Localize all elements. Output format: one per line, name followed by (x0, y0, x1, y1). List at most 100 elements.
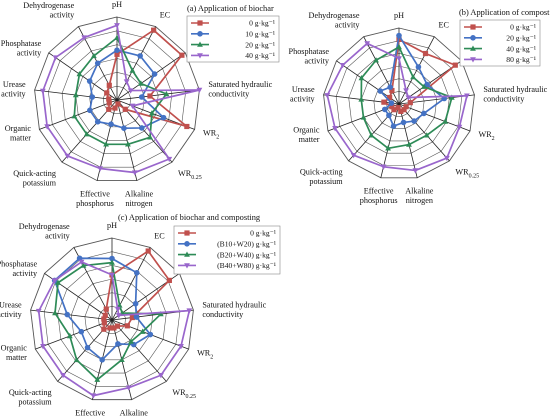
data-point (128, 338, 134, 344)
data-point (114, 51, 120, 57)
series-2 (358, 43, 455, 151)
data-point (380, 164, 387, 170)
data-point (115, 101, 121, 107)
data-point (103, 306, 109, 312)
data-point (149, 110, 155, 116)
data-point (350, 152, 357, 159)
data-point (403, 104, 409, 110)
radar-grid (34, 16, 200, 182)
data-point (90, 52, 97, 59)
grid-ring (323, 27, 475, 179)
series-2 (71, 34, 170, 147)
data-point (391, 107, 397, 113)
series-3 (39, 23, 203, 176)
data-point (111, 325, 117, 331)
legend-marker (184, 241, 190, 247)
legend: 0 g·kg⁻¹ 20 g·kg⁻¹40 g·kg⁻¹ 80 g·kg⁻¹ (459, 19, 541, 67)
axis-labels: pHECSARSaturated hydraulicconductivityWR… (289, 11, 548, 205)
data-point (424, 81, 430, 88)
axis-label: pH (394, 11, 404, 20)
data-point (125, 141, 131, 147)
axis-label: EC (439, 21, 450, 30)
data-point (80, 262, 87, 268)
series-line (360, 46, 453, 150)
legend-marker (197, 20, 203, 26)
data-point (121, 125, 127, 132)
data-point (71, 113, 78, 119)
legend-label: 20 g·kg⁻¹ (245, 40, 275, 49)
data-point (452, 62, 458, 68)
data-point (51, 278, 58, 284)
radar-panel-biochar-composting: pHECSARSaturated hydraulicconductivityWR… (0, 213, 281, 417)
data-point (39, 88, 46, 95)
axis-label: WR0.25 (172, 388, 196, 400)
legend-label: 20 g·kg⁻¹ (506, 34, 536, 43)
data-point (415, 64, 422, 70)
axis-label: Saturated hydraulic conductivity (208, 80, 272, 99)
legend-label: (B40+W80) g·kg⁻¹ (217, 261, 276, 270)
data-point (106, 106, 112, 112)
data-point (84, 344, 91, 351)
data-point (106, 96, 112, 102)
data-point (122, 106, 128, 112)
data-point (72, 91, 79, 98)
data-point (129, 67, 136, 73)
radar-panel-compost: pHECSARSaturated hydraulicconductivityWR… (289, 8, 550, 205)
data-point (138, 94, 145, 100)
legend-marker (470, 45, 476, 51)
data-point (114, 47, 120, 53)
data-point (163, 90, 170, 97)
axis-label: Organic matter (1, 344, 28, 363)
axis-labels: pHECSARSaturated hydraulicconductivityWR… (1, 0, 273, 208)
legend: 0 g·kg⁻¹ (B10+W20) g·kg⁻¹(B20+W40) g·kg⁻¹… (173, 225, 281, 275)
data-point (324, 93, 331, 99)
legend-label: 40 g·kg⁻¹ (245, 51, 275, 60)
data-point (412, 168, 419, 174)
data-point (387, 84, 393, 90)
radar-grid (323, 27, 475, 179)
data-point (106, 100, 112, 106)
data-point (179, 52, 185, 58)
data-point (115, 341, 121, 347)
data-point (40, 343, 46, 350)
data-point (89, 94, 96, 100)
data-point (160, 114, 167, 121)
data-point (387, 94, 393, 101)
data-point (151, 27, 157, 33)
data-point (443, 155, 450, 162)
data-point (401, 107, 407, 113)
data-point (358, 74, 365, 81)
grid-ring (348, 53, 450, 154)
data-point (44, 124, 51, 130)
data-point (109, 259, 115, 265)
axis-label: Organic matter (293, 125, 320, 144)
axis-label: Dehydrogenase activity (19, 222, 71, 241)
legend-marker (470, 57, 476, 63)
series-line (73, 36, 168, 146)
data-point (184, 123, 190, 130)
chart-title: (b) Application of compost (459, 8, 550, 17)
legend-label: 0 g·kg⁻¹ (250, 229, 276, 238)
data-point (406, 141, 412, 147)
axis-label: WR0.25 (455, 168, 479, 180)
data-point (166, 156, 173, 163)
data-point (109, 272, 115, 278)
series-1 (51, 255, 154, 363)
axis-spoke (398, 103, 418, 178)
data-point (147, 93, 153, 99)
data-point (78, 259, 85, 266)
grid-ring (335, 40, 463, 166)
legend-marker (184, 251, 190, 257)
axis-label: Saturated hydraulic conductivity (483, 85, 547, 104)
data-point (114, 323, 121, 329)
data-point (127, 88, 134, 94)
data-point (52, 309, 58, 316)
series-3 (35, 259, 193, 399)
data-point (118, 356, 125, 363)
axis-label: pH (107, 221, 117, 230)
data-point (115, 313, 122, 319)
